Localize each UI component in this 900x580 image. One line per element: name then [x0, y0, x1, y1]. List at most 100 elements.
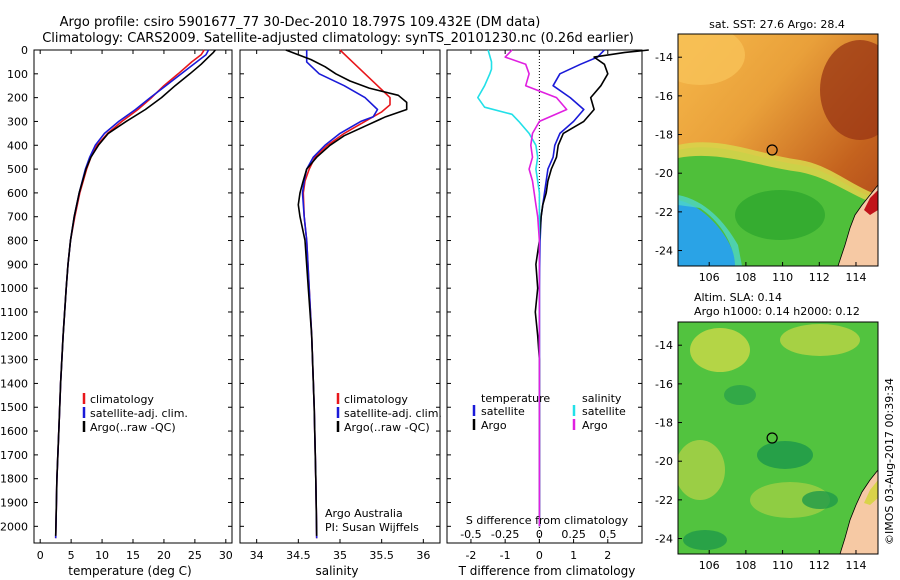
sla-high-3	[678, 440, 725, 500]
map-y-tick-label: -16	[655, 378, 673, 391]
legend-temperature-title: temperature	[481, 392, 550, 405]
sla-land	[839, 469, 878, 554]
depth-tick-label: 600	[7, 187, 28, 200]
map-x-tick-label: 112	[809, 559, 830, 572]
depth-tick-label: 1000	[0, 282, 28, 295]
depth-axis: 0 100 200 300 400 500 600 700 800 900 1000 1100 1200…	[0, 44, 28, 533]
x-tick-label: 10	[95, 549, 109, 562]
legend-sat-label: satellite-adj. clim.	[344, 407, 442, 420]
depth-tick-label: 900	[7, 258, 28, 271]
sla-high-4	[750, 482, 830, 518]
sst-dark-patch	[820, 40, 878, 140]
x-tick-label: 36	[416, 549, 430, 562]
legend-t-argo-label: Argo	[481, 419, 507, 432]
map-x-tick-label: 110	[772, 271, 793, 284]
sst-map-frame	[677, 33, 879, 267]
sla-map-subtitle: Argo h1000: 0.14 h2000: 0.12	[694, 305, 860, 318]
difference-top-xlabel: S difference from climatology	[466, 514, 629, 527]
map-y-tick-label: -18	[655, 417, 673, 430]
depth-tick-label: 500	[7, 163, 28, 176]
map-x-tick-label: 110	[772, 559, 793, 572]
sst-cold-water	[678, 200, 735, 266]
map-x-tick-label: 112	[809, 271, 830, 284]
depth-tick-label: 1300	[0, 354, 28, 367]
sst-green-deep	[735, 190, 825, 240]
x-tick-label: 0	[536, 549, 543, 562]
sla-map-title: Altim. SLA: 0.14	[694, 291, 782, 304]
difference-panel-frame	[446, 49, 643, 544]
map-y-tick-label: -18	[655, 129, 673, 142]
map-x-tick-label: 108	[735, 271, 756, 284]
legend-sat-label: satellite-adj. clim.	[90, 407, 188, 420]
map-x-tick-label: 106	[699, 271, 720, 284]
x-tick-label: -1	[500, 549, 511, 562]
x-tick-label: 25	[188, 549, 202, 562]
depth-tick-label: 0	[21, 44, 28, 57]
legend-t-sat-label: satellite	[481, 405, 525, 418]
top-tick-label: -0.25	[491, 528, 519, 541]
x-tick-label: 1	[570, 549, 577, 562]
map-y-tick-label: -22	[655, 206, 673, 219]
x-tick-label: 0	[37, 549, 44, 562]
x-tick-label: 34	[250, 549, 264, 562]
depth-tick-label: 1600	[0, 425, 28, 438]
series-line-clim	[302, 49, 391, 539]
salinity-plot: 34 34.5 35 35.5 36	[240, 49, 440, 562]
top-tick-label: 0.5	[599, 528, 617, 541]
difference-plot: -2 -1 0 1 2 -0.5 -0.25 0 0.25 0.5	[447, 49, 649, 562]
sla-map-frame	[677, 321, 879, 555]
sst-argo-marker	[766, 144, 778, 156]
legend-s-sat-label: satellite	[582, 405, 626, 418]
series-line-sat	[301, 50, 379, 539]
salinity-legend: climatology satellite-adj. clim. Argo(..…	[336, 393, 442, 434]
depth-tick-label: 100	[7, 68, 28, 81]
sst-yellow-front	[678, 142, 878, 205]
salinity-panel-frame	[239, 49, 441, 544]
sla-low-3	[724, 385, 756, 405]
map-y-tick-label: -20	[655, 455, 673, 468]
depth-tick-label: 200	[7, 92, 28, 105]
sla-map-axes: 106 108 110 112 114 -14 -16 -18 -20 -22 -24	[655, 339, 866, 572]
sst-map-title: sat. SST: 27.6 Argo: 28.4	[709, 18, 845, 31]
map-y-tick-label: -20	[655, 167, 673, 180]
difference-legend: temperature satellite Argo salinity sate…	[472, 392, 626, 432]
x-tick-label: 5	[68, 549, 75, 562]
difference-xlabel: T difference from climatology	[458, 564, 636, 578]
sla-high-2	[780, 324, 860, 356]
legend-salinity-title: salinity	[582, 392, 622, 405]
annotation-argo-australia: Argo Australia	[325, 507, 403, 520]
x-tick-label: 34.5	[286, 549, 311, 562]
map-x-tick-label: 108	[735, 559, 756, 572]
map-y-tick-label: -22	[655, 494, 673, 507]
x-tick-label: 35	[333, 549, 347, 562]
series-line-clim	[54, 49, 205, 539]
depth-tick-label: 300	[7, 115, 28, 128]
map-y-tick-label: -24	[655, 533, 673, 546]
series-line-sat	[54, 49, 210, 539]
depth-tick-label: 400	[7, 139, 28, 152]
x-tick-label: 30	[219, 549, 233, 562]
depth-tick-label: 1900	[0, 497, 28, 510]
top-tick-label: 0.25	[561, 528, 586, 541]
map-x-tick-label: 114	[845, 559, 866, 572]
temperature-xlabel: temperature (deg C)	[68, 564, 191, 578]
legend-argo-label: Argo(..raw -QC)	[344, 421, 430, 434]
series-line-argo	[285, 49, 408, 536]
temperature-panel-frame	[33, 49, 233, 544]
sst-map	[678, 34, 878, 266]
legend-argo-label: Argo(..raw -QC)	[90, 421, 176, 434]
sst-warm-patch	[678, 34, 745, 85]
sla-map	[678, 322, 878, 554]
series-line-argo	[54, 49, 216, 536]
salinity-xlabel: salinity	[315, 564, 358, 578]
title-line-2: Climatology: CARS2009. Satellite-adjuste…	[42, 31, 634, 46]
depth-tick-label: 700	[7, 211, 28, 224]
map-y-tick-label: -24	[655, 245, 673, 258]
sla-low-2	[802, 491, 838, 509]
depth-tick-label: 1200	[0, 330, 28, 343]
series-line-s_sat	[476, 49, 541, 527]
sla-high-1	[690, 328, 750, 372]
map-x-tick-label: 114	[845, 271, 866, 284]
x-tick-label: 2	[604, 549, 611, 562]
